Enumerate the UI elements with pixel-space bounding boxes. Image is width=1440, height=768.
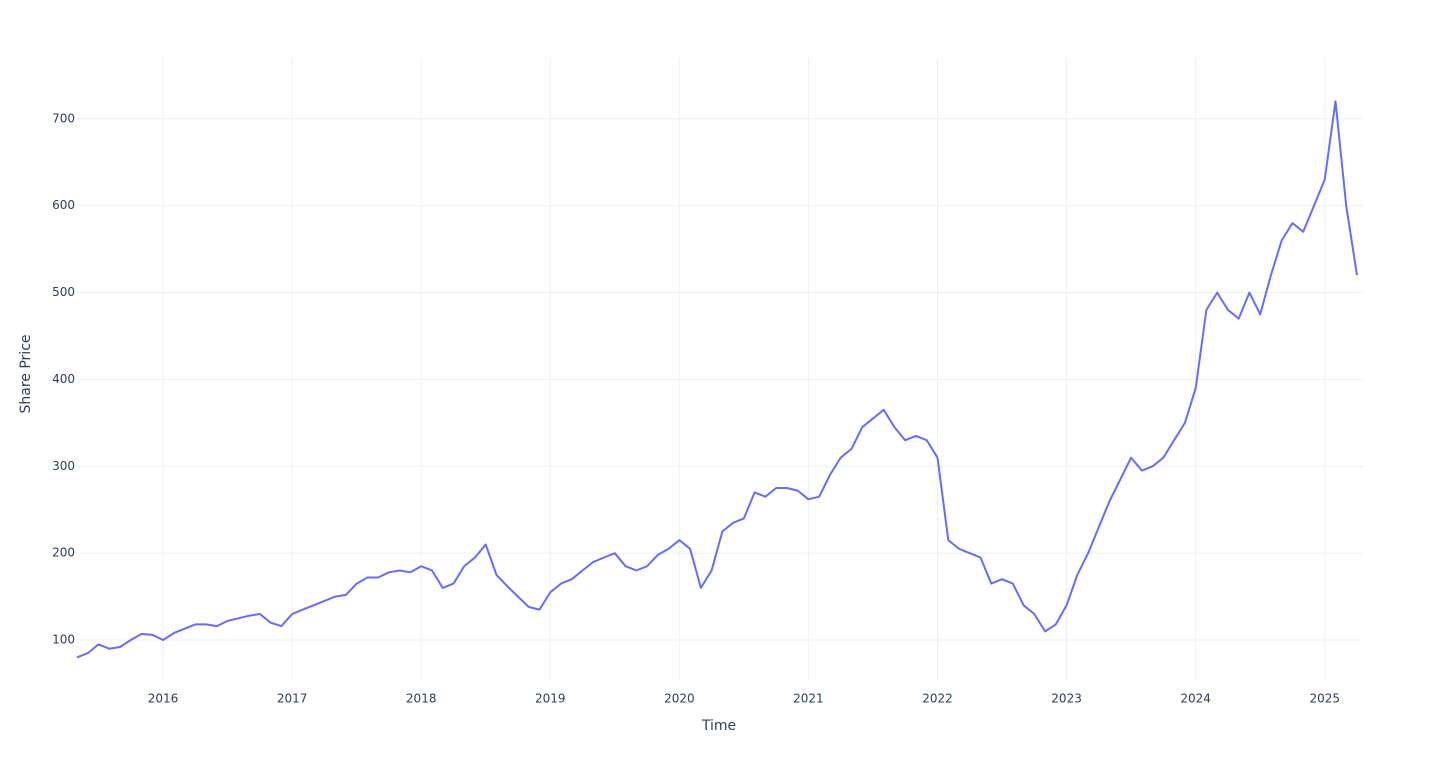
y-tick-label: 400 bbox=[52, 372, 75, 386]
x-tick-label: 2017 bbox=[277, 692, 308, 706]
x-tick-label: 2023 bbox=[1051, 692, 1082, 706]
y-tick-label: 100 bbox=[52, 633, 75, 647]
y-tick-label: 300 bbox=[52, 459, 75, 473]
y-tick-label: 200 bbox=[52, 546, 75, 560]
x-tick-label: 2019 bbox=[535, 692, 566, 706]
x-tick-label: 2024 bbox=[1180, 692, 1211, 706]
x-tick-label: 2021 bbox=[793, 692, 824, 706]
line-series bbox=[76, 100, 1358, 659]
x-tick-label: 2016 bbox=[148, 692, 179, 706]
x-tick-label: 2018 bbox=[406, 692, 437, 706]
y-tick-label: 700 bbox=[52, 111, 75, 125]
x-tick-label: 2025 bbox=[1309, 692, 1340, 706]
x-axis-title: Time bbox=[701, 718, 736, 734]
y-axis-title: Share Price bbox=[18, 334, 34, 413]
x-tick-label: 2022 bbox=[922, 692, 953, 706]
x-tick-label: 2020 bbox=[664, 692, 695, 706]
y-tick-label: 500 bbox=[52, 285, 75, 299]
y-tick-label: 600 bbox=[52, 198, 75, 212]
